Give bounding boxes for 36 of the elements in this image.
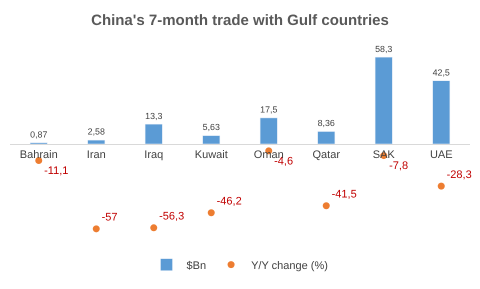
point — [208, 209, 215, 216]
data-label: -56,3 — [159, 210, 184, 223]
x-tick-label: Qatar — [312, 149, 340, 162]
point — [150, 224, 158, 232]
x-tick-label: Iran — [86, 149, 106, 162]
bar — [374, 56, 393, 144]
bar — [432, 80, 450, 144]
bar — [260, 118, 278, 144]
x-tick-label: Bahrain — [20, 149, 58, 162]
data-label: -28,3 — [446, 168, 472, 181]
bar — [317, 131, 336, 144]
data-label: 2,58 — [88, 126, 105, 137]
data-label: -46,2 — [216, 196, 242, 208]
data-label: -41,5 — [332, 188, 357, 201]
data-label: 5,63 — [202, 122, 220, 132]
data-label: 8,36 — [318, 118, 335, 128]
legend-label: $Bn — [186, 260, 206, 272]
x-tick-label: Iraq — [144, 149, 164, 162]
data-label: -57 — [102, 212, 118, 224]
bar — [87, 140, 106, 144]
data-label: 58,3 — [375, 44, 392, 54]
data-label: -11,1 — [44, 165, 68, 178]
x-tick-label: UAE — [430, 149, 453, 162]
bar — [202, 135, 220, 144]
point — [438, 182, 445, 190]
point — [92, 225, 100, 232]
legend-label: Y/Y change (%) — [251, 260, 328, 272]
chart-title: China's 7-month trade with Gulf countries — [91, 12, 389, 29]
x-tick-label: Kuwait — [194, 149, 228, 162]
data-label: -7,8 — [389, 160, 408, 172]
data-label: 17,5 — [260, 104, 278, 114]
bar — [144, 124, 163, 144]
data-label: 0,87 — [30, 129, 48, 140]
data-label: 42,5 — [432, 67, 450, 78]
point — [322, 202, 330, 210]
data-label: 13,3 — [145, 110, 162, 121]
